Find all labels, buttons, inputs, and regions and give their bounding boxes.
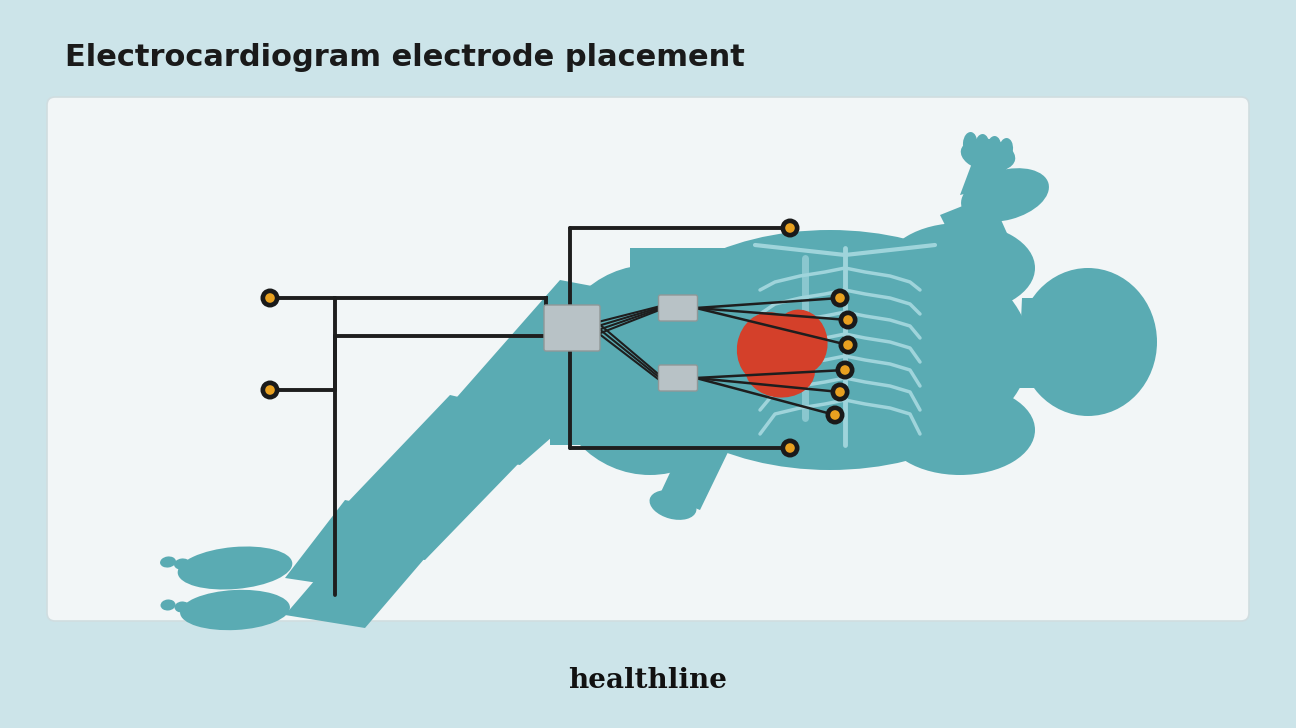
Circle shape <box>839 311 858 330</box>
Circle shape <box>260 288 280 307</box>
Ellipse shape <box>174 558 191 569</box>
Ellipse shape <box>202 563 218 574</box>
Circle shape <box>266 385 275 395</box>
Ellipse shape <box>737 312 800 384</box>
Circle shape <box>785 223 794 233</box>
Ellipse shape <box>960 138 1015 172</box>
Text: Electrocardiogram electrode placement: Electrocardiogram electrode placement <box>65 44 745 73</box>
Ellipse shape <box>180 590 290 630</box>
Circle shape <box>844 315 853 325</box>
Circle shape <box>780 218 800 237</box>
Ellipse shape <box>885 223 1036 313</box>
Ellipse shape <box>188 561 203 571</box>
Circle shape <box>835 387 845 397</box>
Ellipse shape <box>188 604 203 614</box>
Circle shape <box>840 365 850 375</box>
FancyBboxPatch shape <box>47 97 1249 621</box>
Circle shape <box>831 382 849 402</box>
Circle shape <box>831 410 840 420</box>
Polygon shape <box>285 545 425 628</box>
Polygon shape <box>345 445 520 560</box>
Circle shape <box>260 381 280 400</box>
Ellipse shape <box>885 385 1036 475</box>
FancyBboxPatch shape <box>658 365 697 391</box>
Polygon shape <box>345 395 535 520</box>
Ellipse shape <box>159 556 176 568</box>
FancyBboxPatch shape <box>544 305 600 351</box>
Ellipse shape <box>630 230 1030 470</box>
Polygon shape <box>441 340 640 465</box>
Circle shape <box>266 293 275 303</box>
Ellipse shape <box>202 606 218 617</box>
Circle shape <box>836 360 854 379</box>
Ellipse shape <box>161 599 175 611</box>
Ellipse shape <box>550 265 750 475</box>
Polygon shape <box>285 500 430 590</box>
Ellipse shape <box>988 136 1001 158</box>
Ellipse shape <box>975 134 989 156</box>
Circle shape <box>839 336 858 355</box>
Ellipse shape <box>999 138 1013 160</box>
Ellipse shape <box>745 342 815 397</box>
Polygon shape <box>960 155 1010 195</box>
Text: healthline: healthline <box>569 667 727 694</box>
FancyBboxPatch shape <box>658 295 697 321</box>
Ellipse shape <box>772 309 828 374</box>
Polygon shape <box>450 280 640 420</box>
Ellipse shape <box>178 547 293 590</box>
Ellipse shape <box>175 601 189 612</box>
Polygon shape <box>550 295 689 445</box>
Polygon shape <box>1017 298 1048 388</box>
Ellipse shape <box>962 168 1048 222</box>
Circle shape <box>785 443 794 453</box>
Ellipse shape <box>1019 268 1157 416</box>
Circle shape <box>826 405 845 424</box>
Circle shape <box>780 438 800 457</box>
Ellipse shape <box>963 132 977 154</box>
Circle shape <box>835 293 845 303</box>
Circle shape <box>844 340 853 349</box>
Circle shape <box>831 288 849 307</box>
Polygon shape <box>940 195 1010 255</box>
Polygon shape <box>630 248 870 452</box>
Polygon shape <box>660 430 730 510</box>
Ellipse shape <box>649 490 696 520</box>
